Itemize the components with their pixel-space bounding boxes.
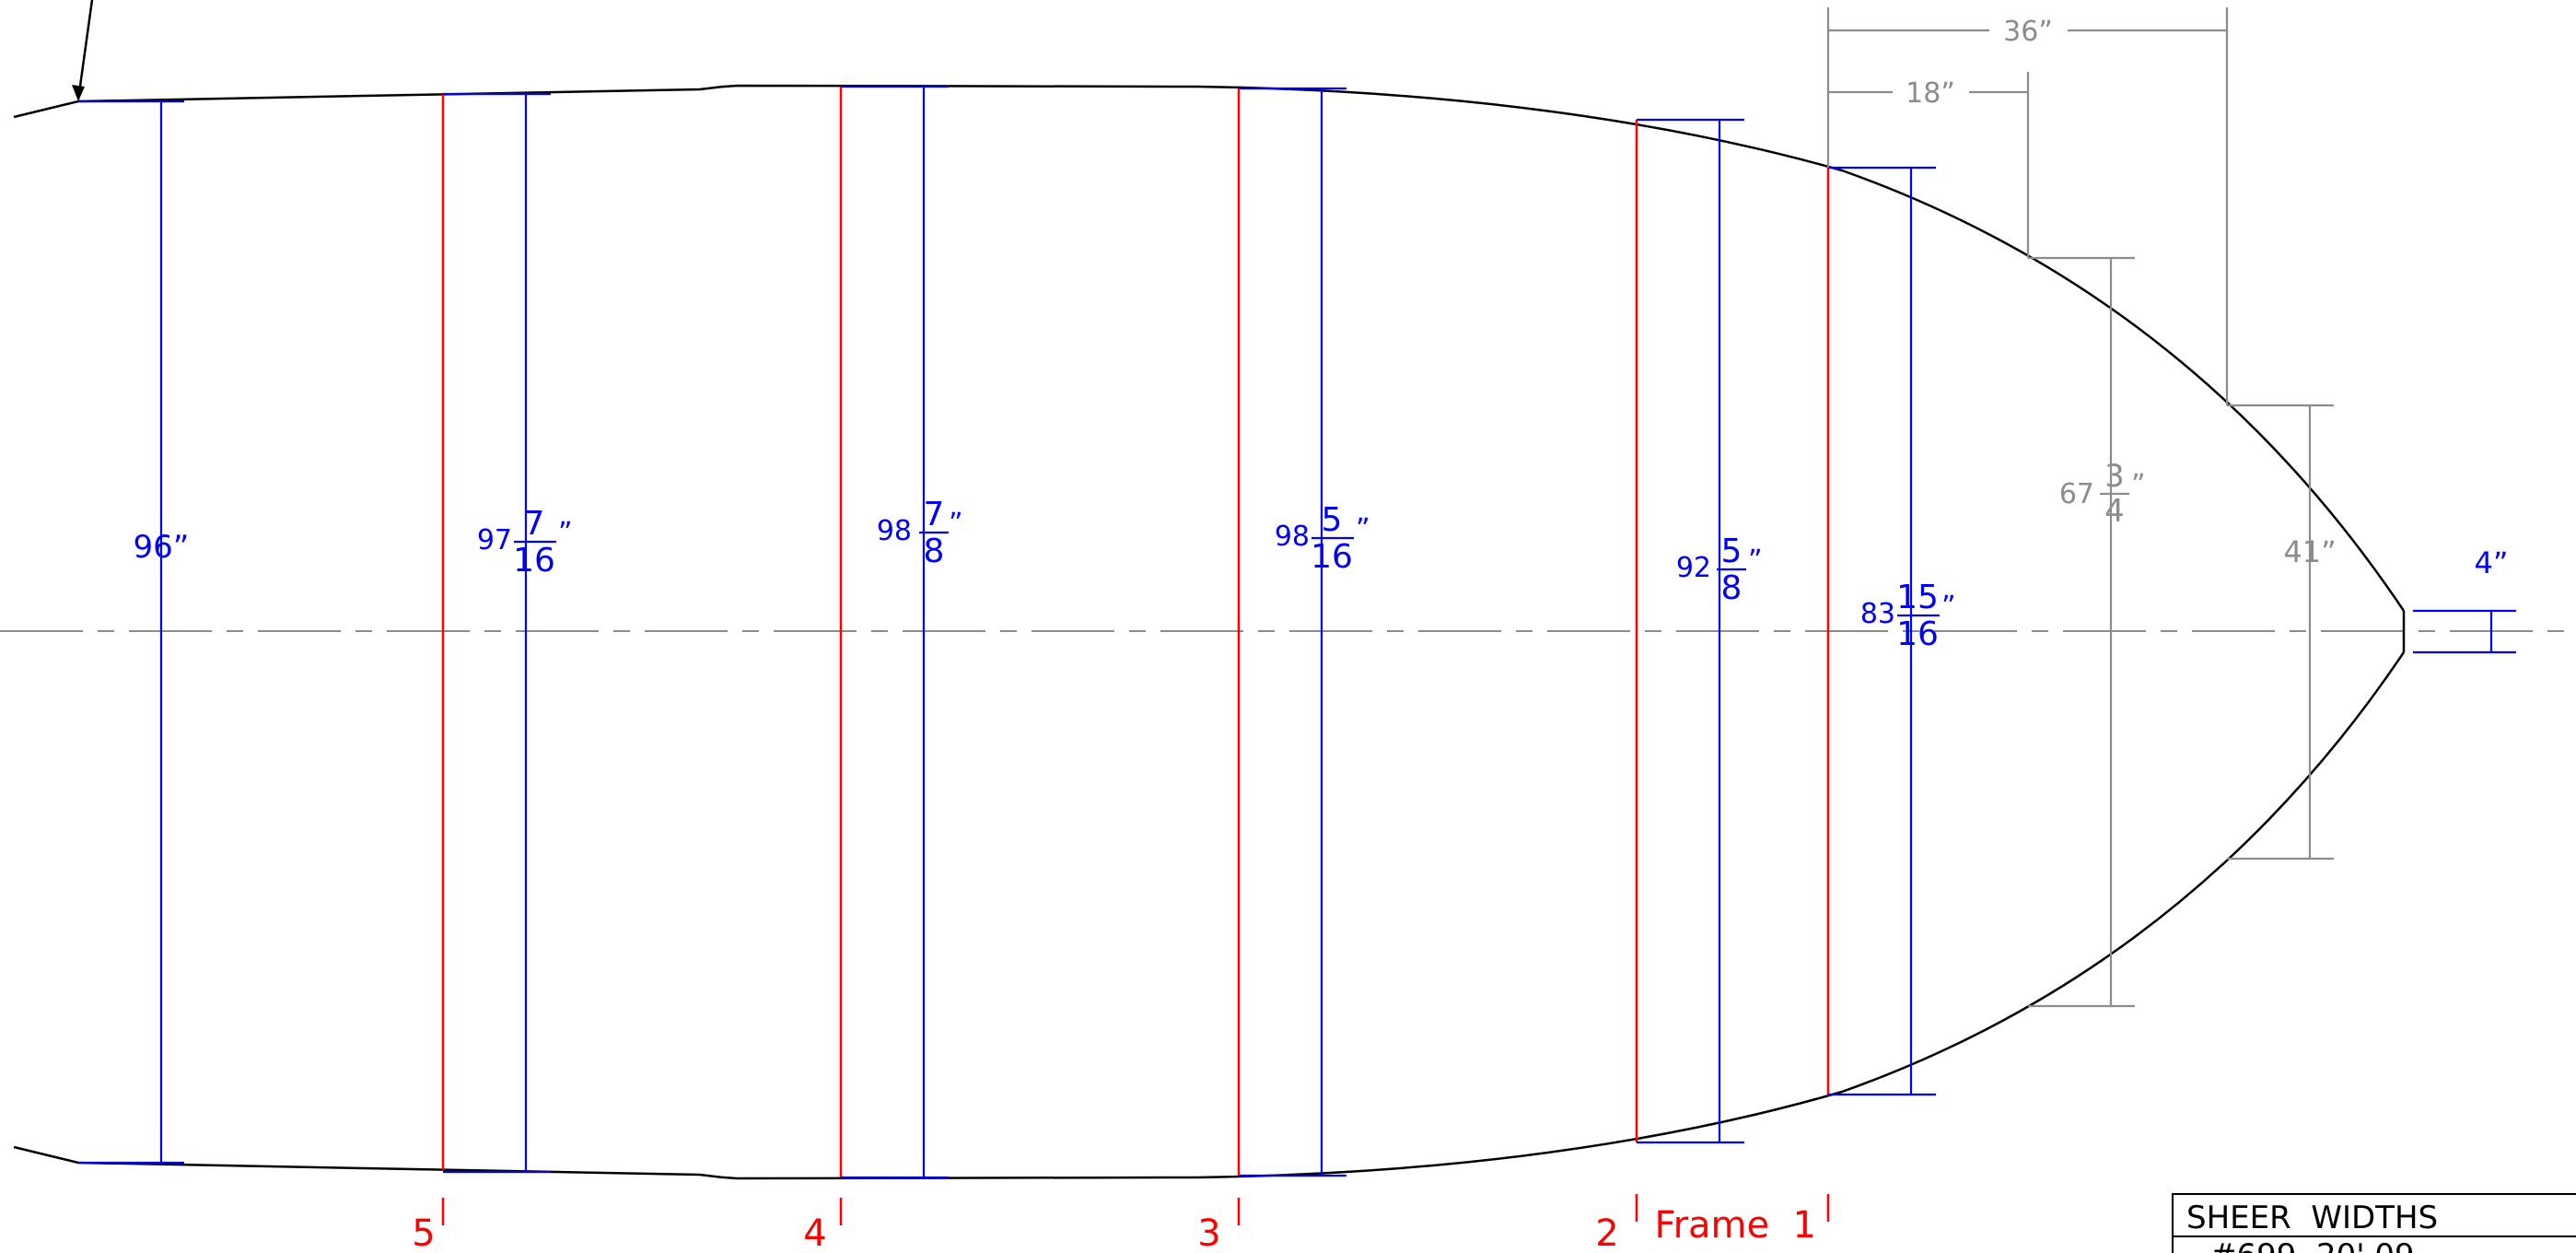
- dim-label-4: 4”: [2475, 545, 2509, 580]
- dimension-83-15-16: [1828, 166, 1936, 1096]
- dimension-92-5-8: [1637, 118, 1744, 1144]
- frame-label-1: Frame 1: [1654, 1204, 1816, 1247]
- svg-text:16: 16: [513, 542, 555, 580]
- dim-label-18: 18”: [1906, 77, 1955, 110]
- dim-label-96: 96”: [134, 529, 190, 566]
- dimension-67-3-4: [2028, 256, 2135, 1008]
- svg-text:16: 16: [1311, 538, 1353, 576]
- dim-label-67-3-4: 67 3 4 ”: [2059, 458, 2146, 530]
- svg-text:67: 67: [2059, 478, 2094, 510]
- dimension-41: [2227, 404, 2334, 861]
- frame-label-5: 5: [412, 1212, 435, 1253]
- dim-label-92-5-8: 92 5 8 ”: [1676, 533, 1763, 607]
- svg-text:”: ”: [949, 508, 963, 540]
- title-block-subtitle: #699 20' 09: [2210, 1237, 2415, 1253]
- svg-text:5: 5: [1322, 501, 1343, 539]
- svg-text:4: 4: [2104, 493, 2125, 530]
- svg-text:”: ”: [1748, 545, 1763, 577]
- title-block: SHEER WIDTHS #699 20' 09: [2172, 1193, 2576, 1253]
- svg-text:”: ”: [1941, 591, 1956, 623]
- svg-text:98: 98: [877, 515, 912, 547]
- svg-text:92: 92: [1676, 552, 1711, 584]
- svg-text:16: 16: [1896, 615, 1939, 653]
- svg-text:97: 97: [477, 524, 512, 556]
- dim-label-97-7-16: 97 7 16 ”: [477, 505, 573, 580]
- dimension-98-5-16: [1239, 87, 1346, 1177]
- svg-text:”: ”: [2131, 469, 2146, 501]
- dimension-97-7-16: [443, 92, 551, 1174]
- frame-label-4: 4: [803, 1212, 826, 1253]
- frame-label-3: 3: [1197, 1212, 1220, 1253]
- svg-text:8: 8: [924, 533, 945, 570]
- dim-label-41: 41”: [2283, 534, 2336, 569]
- svg-text:3: 3: [2104, 458, 2125, 495]
- hull-outline-top: [13, 84, 2406, 612]
- svg-text:98: 98: [1275, 521, 1310, 553]
- svg-text:7: 7: [524, 505, 545, 543]
- dimension-96: [78, 100, 184, 1165]
- dimension-98-7-8: [841, 85, 949, 1179]
- svg-text:”: ”: [558, 517, 573, 549]
- svg-text:8: 8: [1721, 569, 1743, 607]
- dim-label-98-5-16: 98 5 16 ”: [1275, 501, 1370, 576]
- title-block-title: SHEER WIDTHS: [2186, 1200, 2438, 1236]
- leader-arrowhead: [72, 85, 85, 101]
- dimension-18: [1828, 72, 2030, 258]
- hull-outline-bottom: [13, 651, 2406, 1180]
- svg-text:5: 5: [1721, 533, 1743, 570]
- frame-label-2: 2: [1595, 1212, 1618, 1253]
- dim-label-36: 36”: [2003, 16, 2053, 48]
- svg-text:83: 83: [1860, 598, 1895, 630]
- dim-label-98-7-8: 98 7 8 ”: [877, 496, 963, 570]
- svg-text:15: 15: [1896, 579, 1939, 616]
- leader-line: [76, 0, 94, 100]
- dimension-4: [2413, 609, 2516, 654]
- dimension-36: [1826, 7, 2229, 405]
- dim-label-83-15-16: 83 15 16 ”: [1860, 579, 1956, 653]
- svg-text:”: ”: [1356, 513, 1370, 545]
- svg-text:7: 7: [924, 496, 945, 533]
